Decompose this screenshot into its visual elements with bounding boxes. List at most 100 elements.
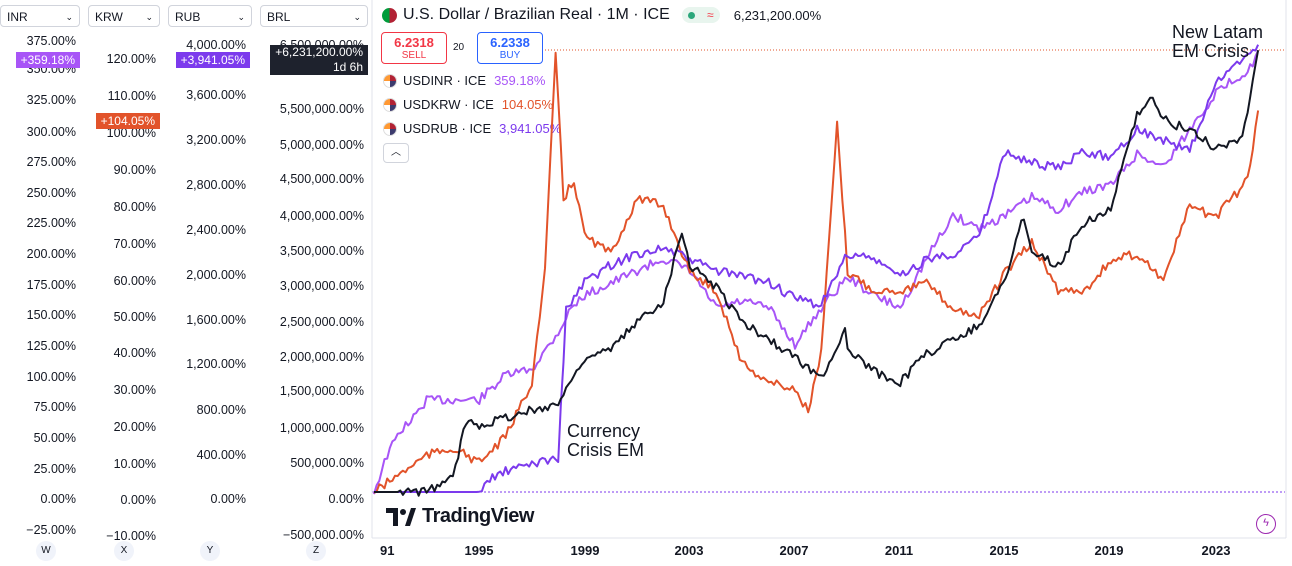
legend-symbol: USDKRW · ICE (403, 97, 494, 112)
scale-value-badge: +359.18% (15, 52, 80, 68)
axis-tick-label: 20.00% (113, 420, 156, 434)
series-line-usdinr[interactable] (373, 50, 1260, 495)
axis-tick-label: 500,000.00% (290, 456, 364, 470)
x-axis-tick-label: 2023 (1201, 543, 1231, 558)
axis-tick-label: 5,500,000.00% (279, 102, 364, 116)
legend-symbol: USDRUB · ICE (403, 121, 492, 136)
brl-flag-icon (382, 7, 397, 23)
axis-tick-label: 200.00% (26, 247, 76, 261)
currency-flag-icon (383, 73, 397, 88)
axis-tick-label: 300.00% (26, 125, 76, 139)
legend-symbol: USDINR · ICE (403, 73, 487, 88)
axis-letter-z[interactable]: Z (306, 541, 326, 561)
scale-select-inr[interactable]: INR ⌄ (0, 5, 80, 27)
axis-tick-label: 2,000.00% (186, 268, 246, 282)
axis-tick-label: −25.00% (26, 523, 76, 537)
axis-tick-label: 1,200.00% (186, 357, 246, 371)
scale-select-rub[interactable]: RUB ⌄ (168, 5, 252, 27)
series-line-usdkrw[interactable] (373, 51, 1260, 494)
annotation-currency-crisis: Currency Crisis EM (567, 421, 644, 460)
axis-tick-label: 400.00% (196, 448, 246, 462)
axis-tick-label: 70.00% (113, 237, 156, 251)
buy-label: BUY (499, 50, 521, 61)
axis-tick-label: 10.00% (113, 457, 156, 471)
scale-value-badge: +104.05% (95, 113, 160, 129)
status-toggle[interactable]: ≈ (681, 7, 720, 23)
axis-letter-y[interactable]: Y (200, 541, 220, 561)
axis-tick-label: 4,000.00% (186, 38, 246, 52)
bar-countdown: 1d 6h (332, 60, 363, 74)
chevron-down-icon: ⌄ (145, 12, 153, 22)
x-axis-tick-label: 1999 (570, 543, 600, 558)
axis-tick-label: 80.00% (113, 200, 156, 214)
axis-letter-w[interactable]: W (36, 541, 56, 561)
scale-value-badge: +6,231,200.00% 1d 6h (270, 45, 368, 75)
axis-tick-label: 0.00% (328, 492, 364, 506)
tv-logo-icon (386, 507, 416, 526)
axis-tick-label: 125.00% (26, 339, 76, 353)
axis-tick-label: 275.00% (26, 155, 76, 169)
axis-tick-label: 90.00% (113, 163, 156, 177)
x-axis-tick-label: 2003 (674, 543, 704, 558)
axis-letter-x[interactable]: X (114, 541, 134, 561)
market-open-icon (687, 11, 695, 19)
axis-tick-label: 3,500,000.00% (279, 244, 364, 258)
axis-tick-label: 4,500,000.00% (279, 172, 364, 186)
buy-price: 6.2338 (490, 35, 530, 50)
series-line-usdbrl[interactable] (374, 50, 1260, 497)
axis-tick-label: 110.00% (107, 89, 156, 103)
scale-value-badge: +3,941.05% (175, 52, 250, 68)
x-axis-tick-label: 91 (380, 543, 395, 558)
axis-tick-label: 225.00% (26, 216, 76, 230)
axis-tick-label: 25.00% (33, 462, 76, 476)
axis-tick-label: 375.00% (26, 34, 76, 48)
buy-button[interactable]: 6.2338 BUY (477, 32, 543, 64)
axis-tick-label: 50.00% (113, 310, 156, 324)
legend-value: 3,941.05% (499, 121, 562, 136)
legend-value: 359.18% (494, 73, 546, 88)
currency-flag-icon (383, 97, 397, 112)
chevron-down-icon: ⌄ (65, 12, 73, 22)
axis-tick-label: 800.00% (196, 403, 246, 417)
sell-price: 6.2318 (394, 35, 434, 50)
axis-tick-label: 60.00% (113, 274, 156, 288)
x-axis-tick-label: 2007 (779, 543, 809, 558)
axis-tick-label: 2,400.00% (186, 223, 246, 237)
axis-tick-label: 0.00% (210, 492, 246, 506)
legend-row[interactable]: USDKRW · ICE 104.05% (383, 97, 553, 112)
legend-value: 104.05% (501, 97, 554, 112)
currency-flag-icon (383, 121, 397, 136)
brand-name: TradingView (422, 505, 534, 527)
header-value: 6,231,200.00% (733, 7, 822, 23)
axis-tick-label: 3,600.00% (186, 88, 246, 102)
axis-tick-label: 4,000,000.00% (279, 209, 364, 223)
axis-tick-label: 100.00% (26, 370, 76, 384)
x-axis-tick-label: 2015 (989, 543, 1019, 558)
chevron-down-icon: ⌄ (353, 12, 361, 22)
legend-row[interactable]: USDINR · ICE 359.18% (383, 73, 545, 88)
collapse-legend-button[interactable]: ︿ (383, 143, 409, 163)
symbol-header: U.S. Dollar / Brazilian Real · 1M · ICE … (382, 6, 821, 24)
scale-select-krw[interactable]: KRW ⌄ (88, 5, 160, 27)
lightning-icon[interactable]: ϟ (1256, 514, 1276, 534)
axis-tick-label: 50.00% (33, 431, 76, 445)
axis-tick-label: −500,000.00% (283, 528, 364, 542)
axis-tick-label: 325.00% (26, 93, 76, 107)
chart-title[interactable]: U.S. Dollar / Brazilian Real · 1M · ICE (403, 6, 670, 23)
sell-label: SELL (401, 50, 427, 61)
chevron-up-icon: ︿ (391, 147, 401, 158)
axis-tick-label: 3,000,000.00% (279, 279, 364, 293)
axis-tick-label: 175.00% (26, 278, 76, 292)
axis-tick-label: 0.00% (40, 492, 76, 506)
approx-icon: ≈ (707, 8, 714, 22)
axis-tick-label: 75.00% (33, 400, 76, 414)
axis-tick-label: 120.00% (106, 52, 156, 66)
legend-row[interactable]: USDRUB · ICE 3,941.05% (383, 121, 561, 136)
sell-button[interactable]: 6.2318 SELL (381, 32, 447, 64)
annotation-latam-crisis: New Latam EM Crisis (1172, 22, 1264, 61)
axis-tick-label: 5,000,000.00% (279, 138, 364, 152)
tradingview-logo[interactable]: TradingView (386, 505, 534, 528)
scale-select-brl[interactable]: BRL ⌄ (260, 5, 368, 27)
axis-tick-label: 0.00% (120, 493, 156, 507)
